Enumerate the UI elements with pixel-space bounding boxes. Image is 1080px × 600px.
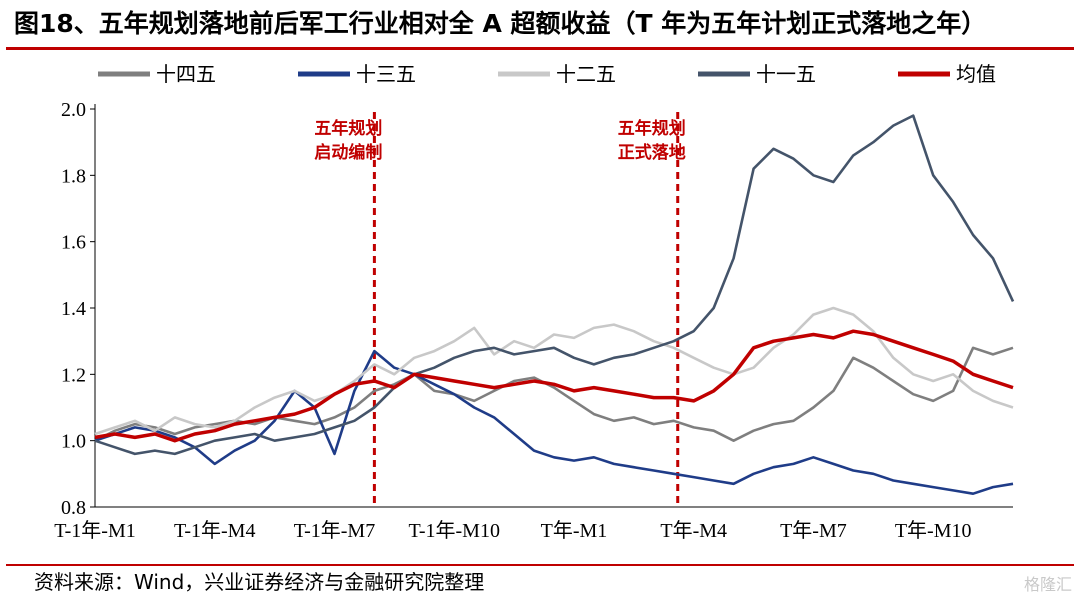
x-tick-label: T-1年-M10 [408, 519, 499, 542]
x-tick-label: T年-M7 [780, 519, 847, 542]
series-line [94, 349, 1014, 495]
event-marker-label: 五年规划 [314, 118, 382, 139]
event-marker-label: 正式落地 [618, 142, 686, 163]
series-line [94, 346, 1014, 442]
series-line [94, 114, 1015, 456]
chart-title: 图18、五年规划落地前后军工行业相对全 A 超额收益（T 年为五年计划正式落地之… [14, 9, 987, 38]
y-tick-label: 1.6 [61, 232, 86, 254]
legend-label: 十四五 [156, 62, 216, 86]
y-tick-label: 1.8 [61, 165, 86, 187]
watermark-logo: 格隆汇 [1023, 575, 1072, 594]
y-tick-label: 1.0 [61, 431, 86, 453]
line-chart: 2.0 1.8 1.6 1.4 1.2 1.0 0.8T-1年-M1 T-1年-M4 T-1年-… [54, 62, 1015, 542]
source-divider [6, 564, 1074, 566]
legend-label: 十三五 [356, 62, 416, 86]
x-tick-label: T年-M4 [660, 519, 727, 542]
legend-label: 均值 [956, 62, 996, 86]
event-marker-label: 五年规划 [618, 118, 686, 139]
x-tick-label: T年-M1 [541, 519, 608, 542]
event-marker-label: 启动编制 [314, 142, 382, 163]
x-tick-label: T年-M10 [895, 519, 972, 542]
y-tick-label: 2.0 [61, 99, 86, 121]
x-tick-label: T-1年-M7 [294, 519, 375, 542]
x-tick-label: T-1年-M4 [174, 519, 255, 542]
series-line [94, 306, 1014, 436]
y-tick-label: 0.8 [61, 497, 86, 519]
legend-label: 十一五 [756, 62, 816, 86]
legend-label: 十二五 [556, 62, 616, 86]
series-line [94, 329, 1014, 443]
y-tick-label: 1.4 [61, 298, 86, 320]
x-tick-label: T-1年-M1 [54, 519, 135, 542]
source-note: 资料来源：Wind，兴业证券经济与金融研究院整理 [34, 570, 485, 594]
title-divider [6, 47, 1074, 50]
y-tick-label: 1.2 [61, 364, 86, 386]
